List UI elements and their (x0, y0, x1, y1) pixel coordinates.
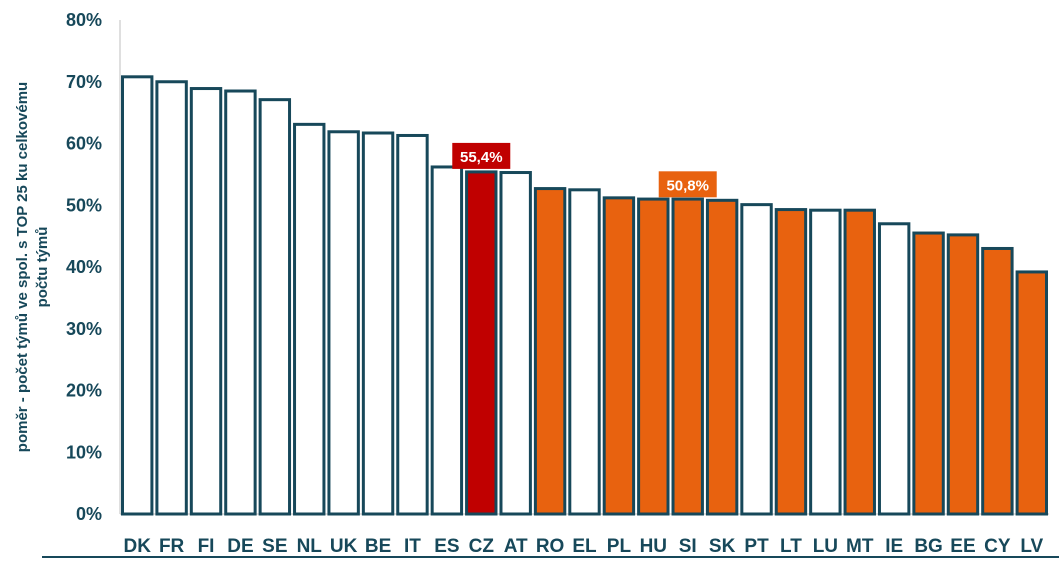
bar-cy (981, 246, 1014, 516)
bar-es (430, 165, 464, 516)
x-tick-label-ee: EE (950, 536, 975, 557)
bar-se (258, 98, 292, 516)
y-tick-label: 0% (76, 504, 102, 524)
bar-lt (774, 208, 808, 516)
y-tick-label: 40% (66, 257, 102, 277)
annotation-box-si (658, 171, 717, 198)
x-tick-label-pt: PT (744, 536, 769, 557)
x-tick-label-uk: UK (330, 536, 358, 557)
bar-si (671, 197, 704, 516)
bar-pl (602, 196, 636, 516)
x-tick-label-be: BE (365, 536, 391, 557)
bar-cz (465, 170, 498, 516)
bar-pt (740, 203, 773, 516)
bar-at (499, 171, 532, 516)
bar-hu (637, 197, 670, 516)
y-tick-label: 80% (66, 10, 102, 30)
bar-fi (189, 87, 223, 516)
x-tick-label-pl: PL (607, 536, 632, 557)
x-tick-label-cy: CY (984, 536, 1011, 557)
annotation-label-cz: 55,4% (460, 149, 503, 166)
x-tick-label-it: IT (404, 536, 421, 557)
x-tick-label-at: AT (504, 536, 528, 557)
x-tick-label-ro: RO (536, 536, 565, 557)
x-tick-label-fr: FR (159, 536, 185, 557)
bar-ie (877, 222, 911, 516)
category-labels: DK FR FI DE SE NL UK BE IT ES CZ AT RO EL PL HU SI SK PT LT… (123, 536, 1043, 557)
y-tick-label: 50% (66, 195, 102, 215)
bar-ee (946, 233, 980, 516)
bar-ro (533, 187, 567, 516)
x-tick-label-lu: LU (813, 536, 838, 557)
bar-be (361, 131, 395, 516)
bar-it (396, 133, 429, 516)
bar-uk (327, 130, 360, 516)
bar-dk (121, 75, 154, 516)
bars (121, 75, 1048, 516)
x-tick-label-cz: CZ (469, 536, 495, 557)
annotations: 55,4% 50,8% (452, 142, 717, 198)
x-tick-label-dk: DK (123, 536, 151, 557)
x-tick-label-nl: NL (297, 536, 323, 557)
x-tick-label-fi: FI (198, 536, 215, 557)
x-tick-label-el: EL (572, 536, 597, 557)
bar-bg (912, 231, 945, 516)
x-tick-label-hu: HU (640, 536, 667, 557)
bar-fr (155, 80, 188, 516)
bar-nl (293, 122, 326, 516)
annotation-box-cz (452, 142, 511, 169)
x-tick-label-lv: LV (1020, 536, 1043, 557)
annotation-label-si: 50,8% (666, 177, 709, 194)
bar-mt (843, 208, 876, 516)
bar-el (568, 188, 601, 516)
x-tick-label-es: ES (434, 536, 459, 557)
bar-lu (809, 208, 842, 516)
x-tick-label-sk: SK (709, 536, 736, 557)
x-tick-label-de: DE (227, 536, 253, 557)
bar-sk (705, 198, 739, 516)
y-tick-label: 60% (66, 134, 102, 154)
x-tick-label-bg: BG (914, 536, 943, 557)
bar-lv (1015, 270, 1048, 516)
y-tick-label: 20% (66, 381, 102, 401)
y-axis-label: poměr - počet týmů ve spol. s TOP 25 ku … (14, 82, 51, 452)
x-tick-label-lt: LT (780, 536, 802, 557)
bar-de (224, 89, 257, 516)
y-tick-label: 70% (66, 72, 102, 92)
y-tick-label: 10% (66, 442, 102, 462)
x-tick-label-se: SE (262, 536, 287, 557)
x-tick-label-ie: IE (885, 536, 903, 557)
y-tick-label: 30% (66, 319, 102, 339)
x-tick-label-si: SI (679, 536, 697, 557)
x-tick-label-mt: MT (846, 536, 874, 557)
